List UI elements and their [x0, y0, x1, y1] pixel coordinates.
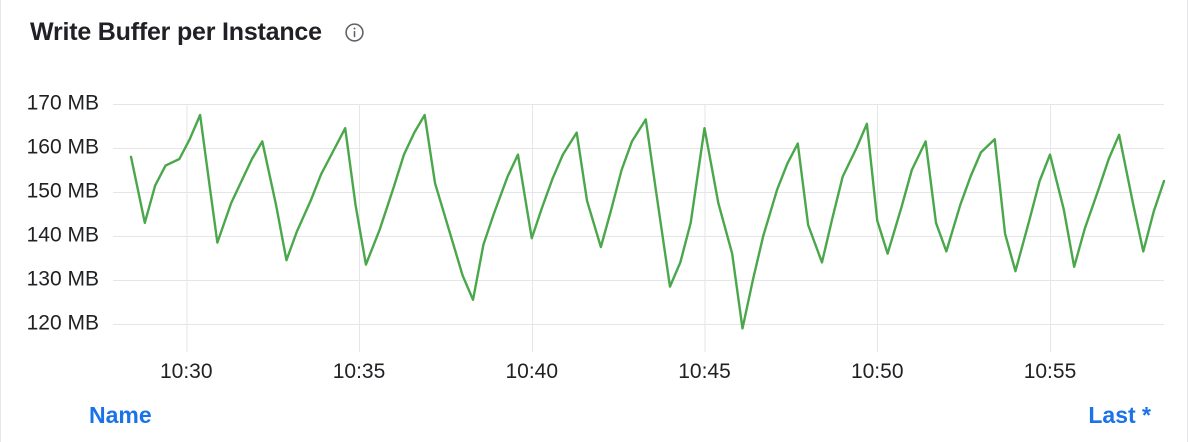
y-axis-tick-label: 160 MB	[27, 136, 99, 159]
y-axis-tick-label: 140 MB	[27, 224, 99, 247]
write-buffer-line-chart[interactable]: 170 MB 160 MB 150 MB 140 MB 130 MB 120 MB 10:…	[1, 64, 1188, 389]
horizontal-gridlines	[113, 104, 1164, 325]
chart-plot-area[interactable]: 170 MB 160 MB 150 MB 140 MB 130 MB 120 MB 10:…	[1, 64, 1188, 389]
info-circle-icon[interactable]	[344, 22, 365, 43]
x-axis-tick-label: 10:30	[160, 360, 213, 383]
x-axis-labels: 10:30 10:35 10:40 10:45 10:50 10:55	[160, 360, 1076, 383]
y-axis-tick-label: 130 MB	[27, 268, 99, 291]
x-axis-tick-label: 10:45	[678, 360, 731, 383]
legend-last-link[interactable]: Last *	[1088, 402, 1151, 428]
x-axis-tick-label: 10:55	[1024, 360, 1077, 383]
y-axis-tick-label: 120 MB	[27, 312, 99, 335]
page-title: Write Buffer per Instance	[30, 17, 322, 46]
card-header: Write Buffer per Instance	[1, 0, 1187, 64]
y-axis-labels: 170 MB 160 MB 150 MB 140 MB 130 MB 120 MB	[27, 92, 99, 335]
series-line-write-buffer	[129, 113, 1166, 330]
card-footer: Name Last *	[1, 389, 1188, 442]
legend-name-link[interactable]: Name	[89, 402, 152, 428]
vertical-gridlines	[186, 104, 1051, 352]
y-axis-tick-label: 170 MB	[27, 92, 99, 115]
y-axis-tick-label: 150 MB	[27, 180, 99, 203]
x-axis-tick-label: 10:35	[333, 360, 386, 383]
x-axis-tick-label: 10:40	[505, 360, 558, 383]
x-axis-tick-label: 10:50	[851, 360, 904, 383]
